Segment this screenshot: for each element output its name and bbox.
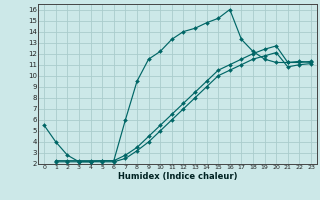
X-axis label: Humidex (Indice chaleur): Humidex (Indice chaleur) — [118, 172, 237, 181]
